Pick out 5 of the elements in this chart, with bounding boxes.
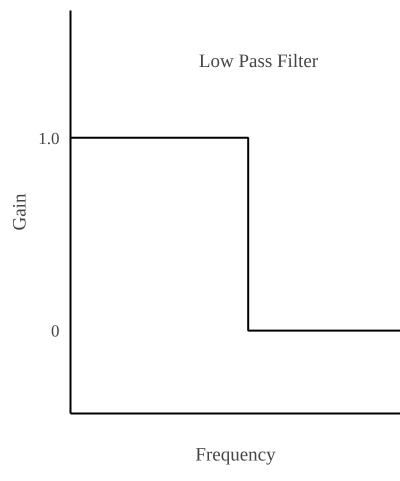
text: Low Pass Filter: [198, 51, 319, 72]
y-tick-label: 0: [51, 322, 60, 341]
y-tick-label: 1.0: [38, 128, 60, 148]
x-axis-title: Frequency: [195, 444, 276, 466]
y-axis-title: Gain: [9, 193, 30, 230]
